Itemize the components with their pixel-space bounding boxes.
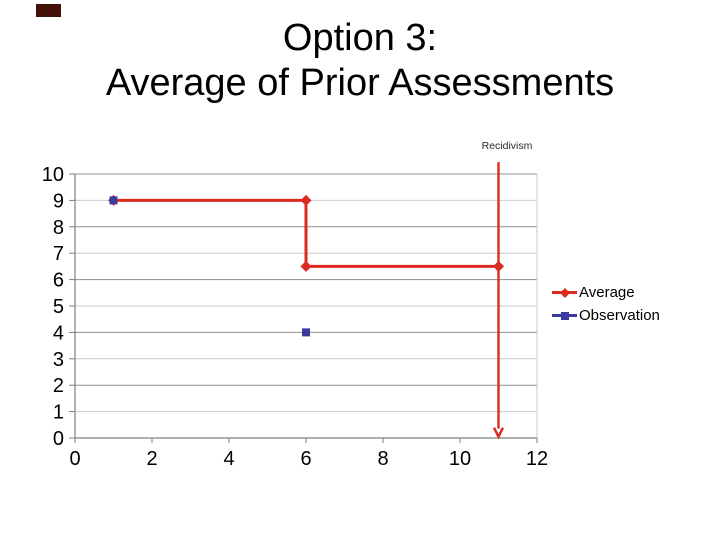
y-tick-label-7: 7 bbox=[53, 243, 64, 265]
y-tick-label-1: 1 bbox=[53, 402, 64, 424]
y-tick-label-6: 6 bbox=[53, 270, 64, 292]
slide-title-line1: Option 3: bbox=[282, 17, 438, 59]
x-tick-label-4: 4 bbox=[223, 448, 234, 470]
average-legend-marker-icon bbox=[552, 287, 577, 298]
x-tick-label-10: 10 bbox=[449, 448, 471, 470]
observation-legend-marker-icon bbox=[552, 311, 577, 320]
marker-average-1 bbox=[300, 194, 312, 206]
y-tick-label-4: 4 bbox=[53, 322, 64, 344]
x-tick-label-12: 12 bbox=[526, 448, 548, 470]
recidivism-arrowhead-icon bbox=[492, 427, 505, 440]
y-tick-label-5: 5 bbox=[53, 296, 64, 318]
x-tick-label-6: 6 bbox=[300, 448, 311, 470]
legend-row-observation: Observation bbox=[552, 304, 660, 327]
recidivism-annotation-label: Recidivism bbox=[481, 140, 533, 152]
marker-average-2 bbox=[300, 260, 312, 272]
slide-title: Option 3: Average of Prior Assessments bbox=[10, 16, 710, 106]
y-tick-label-2: 2 bbox=[53, 375, 64, 397]
marker-observation-1 bbox=[302, 328, 310, 337]
legend-label-average: Average bbox=[579, 284, 635, 301]
y-tick-label-9: 9 bbox=[53, 190, 64, 212]
y-tick-label-0: 0 bbox=[53, 428, 64, 450]
series-line-average bbox=[113, 198, 499, 268]
x-tick-label-0: 0 bbox=[69, 448, 80, 470]
y-tick-label-8: 8 bbox=[53, 217, 64, 239]
y-tick-label-3: 3 bbox=[53, 349, 64, 371]
marker-observation-0 bbox=[109, 196, 118, 205]
legend-row-average: Average bbox=[552, 281, 660, 304]
x-tick-label-8: 8 bbox=[377, 448, 388, 470]
marker-average-3 bbox=[493, 260, 504, 272]
legend-label-observation: Observation bbox=[579, 307, 660, 324]
y-tick-label-10: 10 bbox=[42, 164, 64, 186]
x-tick-label-2: 2 bbox=[146, 448, 157, 470]
slide-title-line2: Average of Prior Assessments bbox=[105, 62, 615, 104]
corner-mark bbox=[36, 4, 61, 17]
chart-legend: Average Observation bbox=[552, 281, 660, 327]
